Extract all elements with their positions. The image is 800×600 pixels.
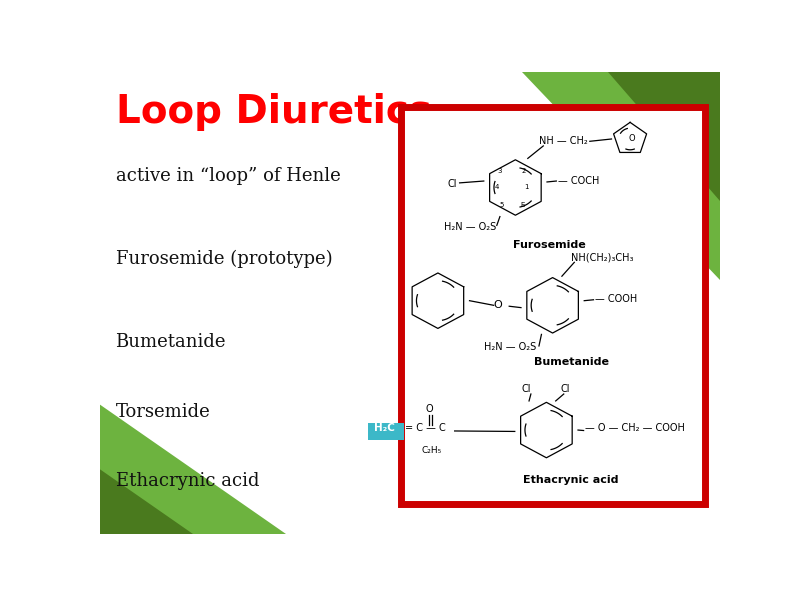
- Text: 2: 2: [522, 168, 526, 174]
- Polygon shape: [100, 469, 193, 534]
- Text: Cl: Cl: [522, 384, 531, 394]
- Text: Bumetanide: Bumetanide: [534, 358, 609, 367]
- Text: Furosemide: Furosemide: [513, 239, 586, 250]
- Text: Ethacrynic acid: Ethacrynic acid: [115, 472, 259, 490]
- Text: Cl: Cl: [560, 384, 570, 394]
- Text: Loop Diuretics: Loop Diuretics: [115, 93, 431, 131]
- Text: NH — CH₂: NH — CH₂: [539, 136, 588, 146]
- Text: 3: 3: [498, 168, 502, 174]
- Polygon shape: [100, 404, 286, 534]
- Text: — O — CH₂ — COOH: — O — CH₂ — COOH: [585, 424, 685, 433]
- Polygon shape: [608, 72, 720, 202]
- Text: H₂N — O₂S: H₂N — O₂S: [485, 341, 537, 352]
- Text: active in “loop” of Henle: active in “loop” of Henle: [115, 167, 340, 185]
- Text: E: E: [521, 202, 525, 208]
- Text: = C — C: = C — C: [405, 424, 446, 433]
- Text: 4: 4: [494, 184, 499, 190]
- Text: NH(CH₂)₃CH₃: NH(CH₂)₃CH₃: [571, 252, 634, 262]
- Text: — COOH: — COOH: [594, 293, 637, 304]
- Text: H₂N — O₂S: H₂N — O₂S: [444, 222, 496, 232]
- Text: Bumetanide: Bumetanide: [115, 333, 226, 351]
- Text: O: O: [494, 299, 502, 310]
- Polygon shape: [522, 72, 720, 280]
- Text: 5: 5: [499, 202, 504, 208]
- Text: Furosemide (prototype): Furosemide (prototype): [115, 250, 332, 268]
- Text: O: O: [426, 404, 433, 415]
- Text: C₂H₅: C₂H₅: [421, 446, 442, 455]
- Text: Cl: Cl: [447, 179, 457, 188]
- Text: Ethacrynic acid: Ethacrynic acid: [523, 475, 619, 485]
- Text: Torsemide: Torsemide: [115, 403, 210, 421]
- Text: 1: 1: [524, 184, 529, 190]
- FancyBboxPatch shape: [368, 423, 404, 440]
- Text: — COCH: — COCH: [558, 176, 599, 186]
- Text: O: O: [628, 134, 634, 143]
- Text: H₂C: H₂C: [374, 424, 395, 433]
- FancyBboxPatch shape: [401, 107, 705, 504]
